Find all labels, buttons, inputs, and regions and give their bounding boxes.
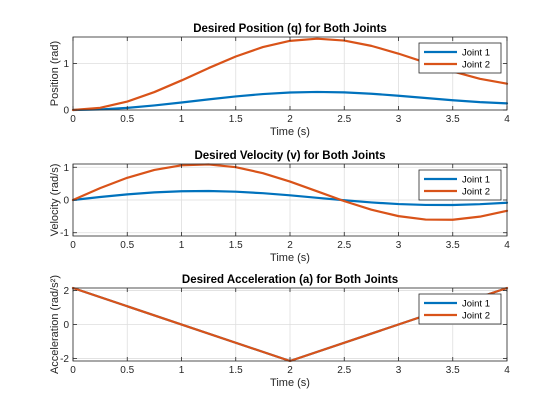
x-tick-label: 3.5 [446,114,460,125]
x-axis-label: Time (s) [270,126,310,138]
legend-label: Joint 2 [462,311,490,322]
legend-label: Joint 2 [462,60,490,71]
x-tick-label: 3.5 [446,240,460,251]
x-tick-label: 0 [70,114,76,125]
y-tick-label: 0 [63,196,69,207]
x-tick-label: 2 [287,365,293,376]
y-tick-label: 0 [63,106,69,117]
legend-label: Joint 1 [462,48,490,59]
legend-label: Joint 1 [462,299,490,310]
x-axis-label: Time (s) [270,252,310,264]
series-line-joint-1 [71,90,509,112]
x-axis-label: Time (s) [270,377,310,389]
x-tick-label: 2.5 [337,365,351,376]
y-tick-label: 1 [63,59,69,70]
legend-label: Joint 2 [462,187,490,198]
legend-box [418,42,502,74]
x-tick-label: 4 [504,114,510,125]
subplot-position: 0 0.5 1 1.5 2 2.5 3 3.5 4 0 1 Desired Position (q) … [49,23,510,138]
x-tick-label: 2.5 [337,240,351,251]
legend-label: Joint 1 [462,175,490,186]
legend-box [418,293,502,325]
x-tick-label: 0 [70,365,76,376]
chart-title: Desired Position (q) for Both Joints [193,23,387,35]
x-tick-label: 3.5 [446,365,460,376]
x-tick-label: 0 [70,240,76,251]
y-tick-label: -2 [60,354,69,365]
x-tick-label: 2.5 [337,114,351,125]
y-axis-label: Position (rad) [49,41,61,106]
x-tick-label: 3 [396,114,402,125]
x-tick-label: 0.5 [120,365,134,376]
series-line-joint-1 [71,189,509,207]
x-tick-label: 4 [504,240,510,251]
y-tick-label: 0 [63,320,69,331]
x-tick-label: 1 [179,365,185,376]
chart-title: Desired Acceleration (a) for Both Joints [182,274,398,286]
x-tick-label: 2 [287,114,293,125]
x-tick-label: 3 [396,240,402,251]
subplots: 0 0.5 1 1.5 2 2.5 3 3.5 4 0 1 Desired Position (q) … [49,23,510,389]
legend-box [418,169,502,201]
x-tick-label: 1 [179,240,185,251]
x-tick-label: 1.5 [229,365,243,376]
y-tick-label: 2 [63,286,69,297]
chart-title: Desired Velocity (v) for Both Joints [194,150,385,162]
y-axis-label: Acceleration (rad/s²) [49,275,61,374]
x-tick-label: 1.5 [229,240,243,251]
x-tick-label: 0.5 [120,114,134,125]
x-tick-label: 4 [504,365,510,376]
x-tick-label: 1.5 [229,114,243,125]
x-tick-label: 0.5 [120,240,134,251]
x-tick-label: 2 [287,240,293,251]
y-tick-label: 1 [63,163,69,174]
x-tick-label: 1 [179,114,185,125]
y-axis-label: Velocity (rad/s) [49,164,61,237]
y-tick-label: -1 [60,228,69,239]
x-tick-label: 3 [396,365,402,376]
series-line-joint-2 [71,163,509,221]
